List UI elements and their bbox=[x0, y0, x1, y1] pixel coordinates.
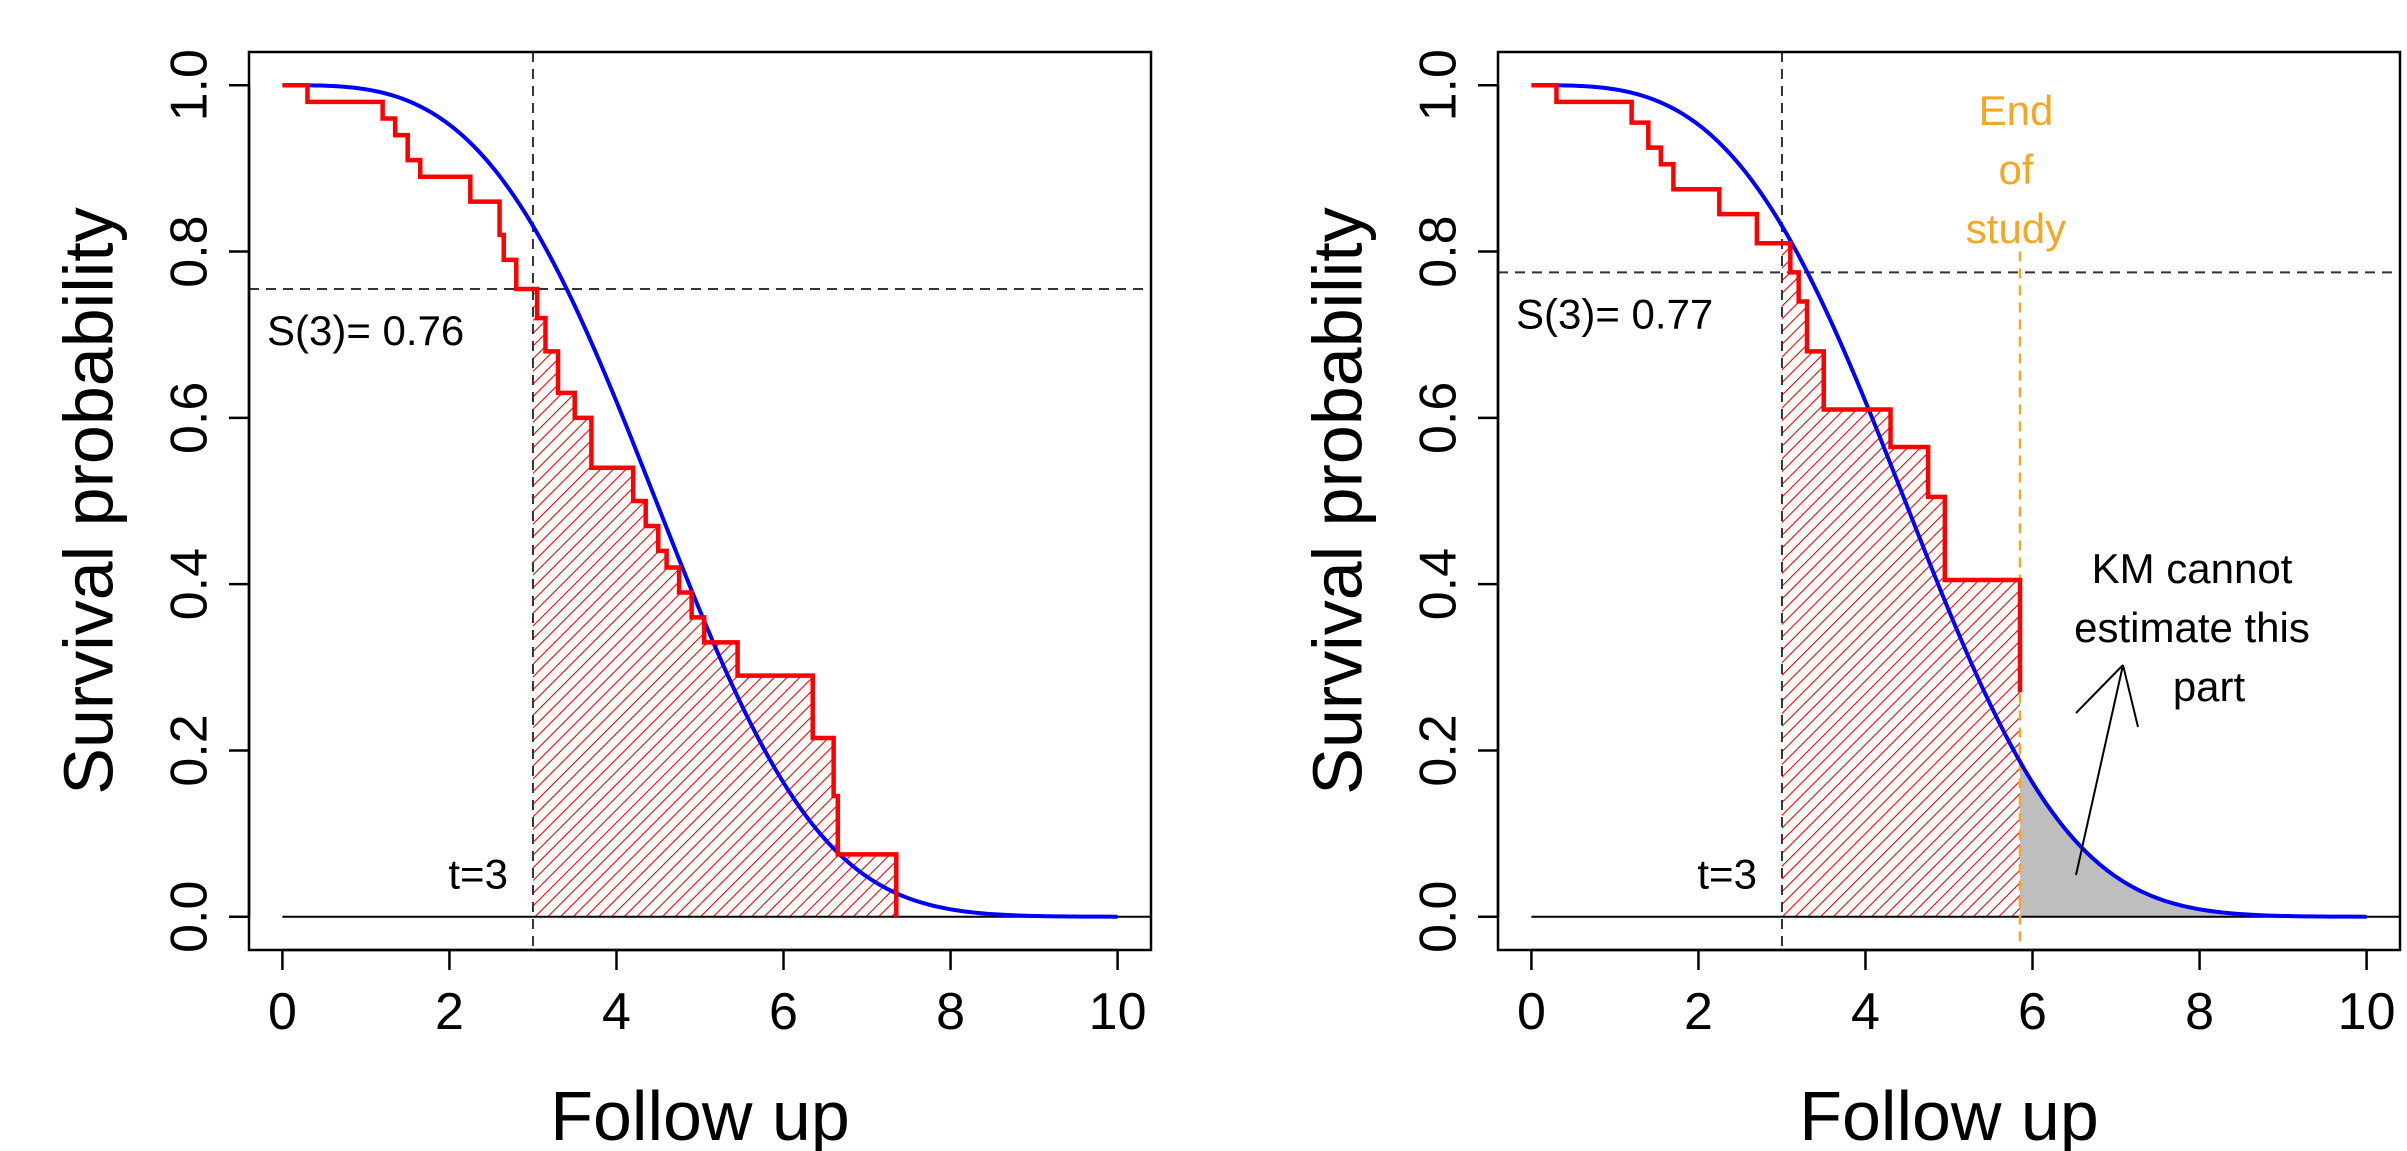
right-y-axis-title: Survival probability bbox=[1298, 207, 1376, 794]
right-weibull-curve bbox=[1531, 83, 2367, 919]
right-y-tick-label: 0.6 bbox=[1410, 382, 1468, 454]
right-x-tick-label: 4 bbox=[1851, 983, 1880, 1041]
left-y-axis-title: Survival probability bbox=[49, 207, 127, 794]
right-arrow-shaft bbox=[2075, 664, 2124, 876]
left-km-curve bbox=[282, 83, 899, 917]
left-x-tick-label: 2 bbox=[435, 983, 464, 1041]
right-y-tick-label: 0.0 bbox=[1410, 881, 1468, 953]
left-y-tick-label: 0.0 bbox=[161, 881, 219, 953]
left-t-label: t=3 bbox=[448, 851, 508, 898]
left-x-axis-title: Follow up bbox=[550, 1077, 850, 1151]
right-end-of-study-label: study bbox=[1966, 205, 2066, 252]
right-y-tick-label: 0.4 bbox=[1410, 548, 1468, 620]
right-x-tick-label: 10 bbox=[2338, 983, 2396, 1041]
right-x-axis-title: Follow up bbox=[1799, 1077, 2099, 1151]
right-s-label: S(3)= 0.77 bbox=[1516, 290, 1713, 337]
right-km-curve bbox=[1531, 83, 2023, 693]
left-y-tick-label: 0.4 bbox=[161, 548, 219, 620]
right-x-tick-label: 6 bbox=[2018, 983, 2047, 1041]
left-y-tick-label: 1.0 bbox=[161, 49, 219, 121]
right-km-cannot-label: part bbox=[2173, 663, 2246, 710]
right-t-label: t=3 bbox=[1697, 851, 1757, 898]
right-panel: 0 2 4 6 8 10 0.0 0.2 0.4 0.6 0.8 1.0 Follow up Surviv… bbox=[1298, 49, 2402, 1151]
right-arrow-head-right bbox=[2122, 664, 2139, 728]
right-arrow-head-left bbox=[2075, 664, 2124, 714]
left-panel: 0 2 4 6 8 10 0.0 0.2 0.4 0.6 0.8 1.0 Follow up Surviv… bbox=[49, 49, 1153, 1151]
right-y-tick-label: 0.2 bbox=[1410, 714, 1468, 786]
right-x-tick-label: 2 bbox=[1684, 983, 1713, 1041]
right-y-tick-label: 0.8 bbox=[1410, 215, 1468, 287]
right-x-tick-label: 8 bbox=[2185, 983, 2214, 1041]
left-x-tick-label: 0 bbox=[268, 983, 297, 1041]
right-end-of-study-label: of bbox=[1998, 146, 2033, 193]
left-s-label: S(3)= 0.76 bbox=[267, 307, 464, 354]
right-km-cannot-label: estimate this bbox=[2074, 604, 2310, 651]
right-km-cannot-label: KM cannot bbox=[2092, 545, 2293, 592]
right-y-tick-label: 1.0 bbox=[1410, 49, 1468, 121]
left-x-tick-label: 4 bbox=[602, 983, 631, 1041]
left-x-tick-label: 10 bbox=[1089, 983, 1147, 1041]
right-unestimable-region bbox=[2019, 761, 2367, 917]
left-hatched-area bbox=[532, 288, 897, 917]
left-x-tick-label: 8 bbox=[936, 983, 965, 1041]
right-end-of-study-label: End bbox=[1979, 87, 2054, 134]
left-y-tick-label: 0.2 bbox=[161, 714, 219, 786]
left-x-tick-label: 6 bbox=[769, 983, 798, 1041]
left-y-tick-label: 0.6 bbox=[161, 382, 219, 454]
left-y-tick-label: 0.8 bbox=[161, 215, 219, 287]
right-x-tick-label: 0 bbox=[1517, 983, 1546, 1041]
left-weibull-curve bbox=[282, 83, 1118, 919]
